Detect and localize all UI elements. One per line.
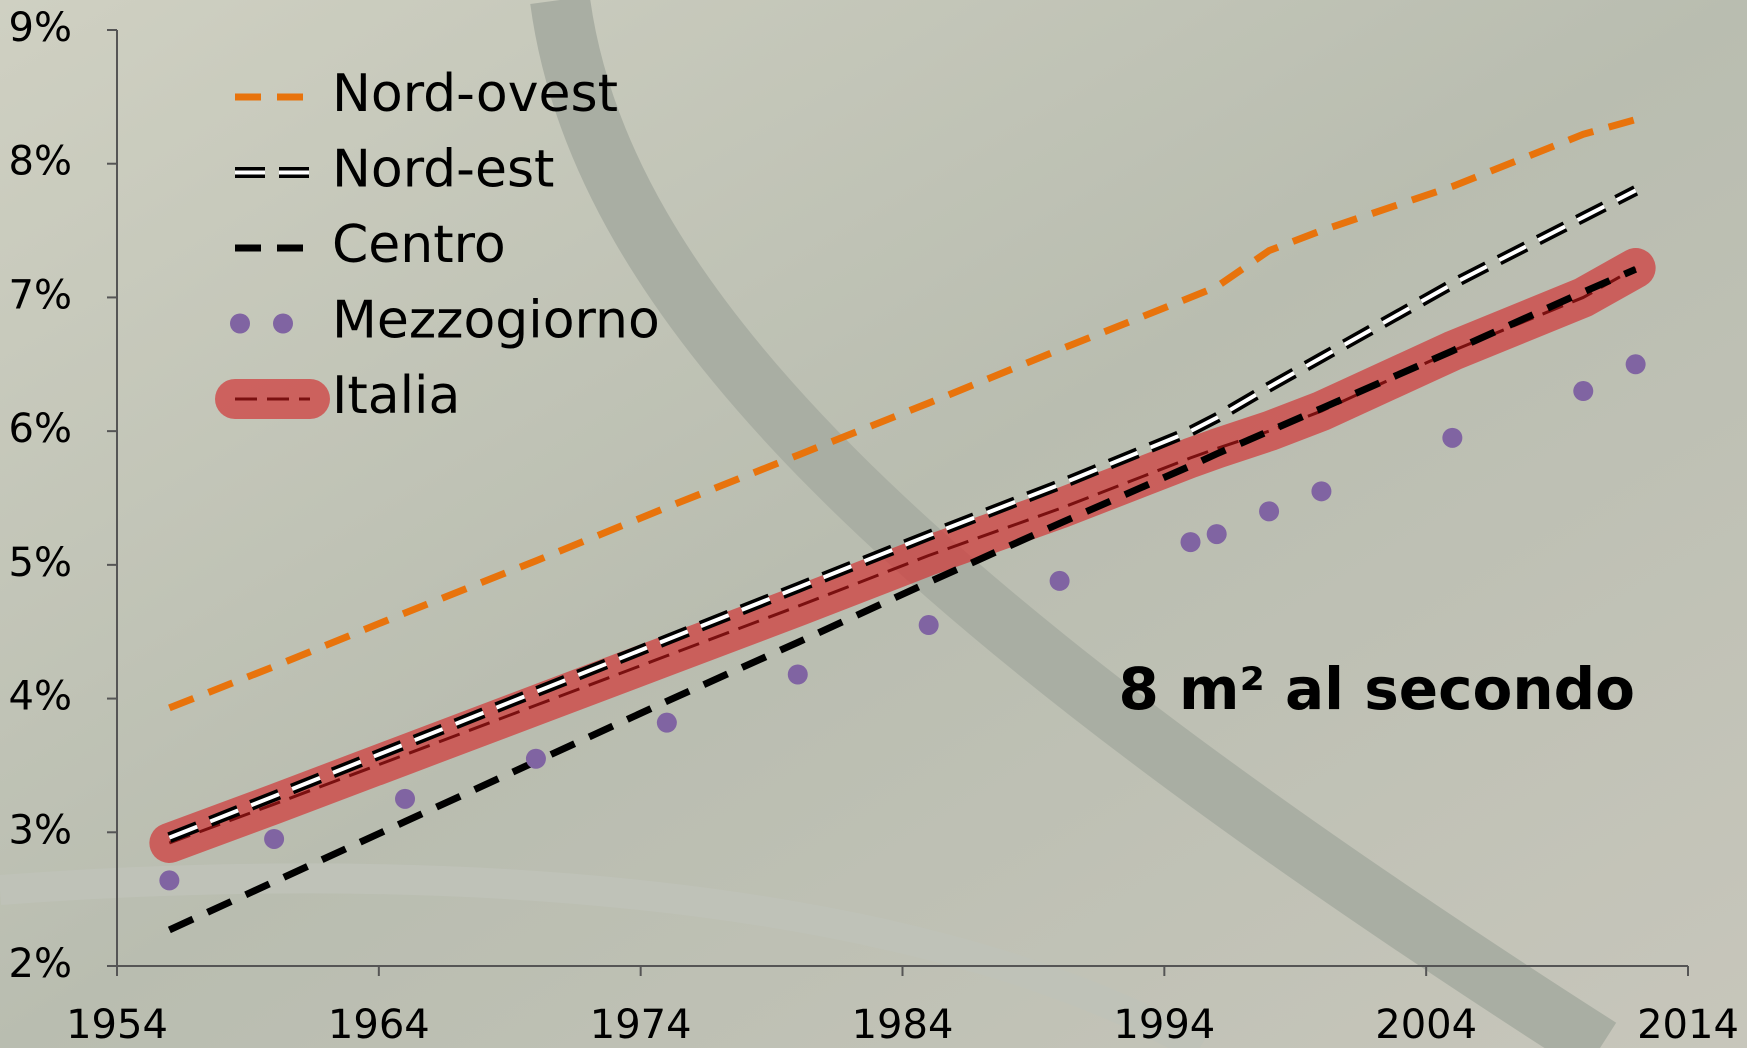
y-tick-label: 3% (9, 807, 72, 853)
legend-label: Italia (332, 366, 460, 426)
data-point (788, 665, 808, 685)
legend-label: Nord-est (332, 140, 554, 200)
legend-symbol (230, 314, 250, 334)
legend-label: Centro (332, 215, 506, 275)
data-point (1259, 501, 1279, 521)
data-point (919, 615, 939, 635)
y-tick-label: 8% (9, 139, 72, 185)
legend-label: Nord-ovest (332, 64, 618, 124)
data-point (1442, 428, 1462, 448)
chart: 8 m² al secondo 2% 3% 4% 5% 6% 7% 8% 9% 1954 1964… (0, 0, 1747, 1048)
data-point (1050, 571, 1070, 591)
page: 8 m² al secondo 2% 3% 4% 5% 6% 7% 8% 9% 1954 1964… (0, 0, 1747, 1048)
y-tick-label: 5% (9, 540, 72, 586)
y-tick-label: 6% (9, 406, 72, 452)
x-tick-label: 1984 (852, 1002, 954, 1048)
x-tick-label: 1954 (66, 1002, 168, 1048)
data-point (1181, 532, 1201, 552)
x-tick-label: 2004 (1375, 1002, 1477, 1048)
data-point (159, 870, 179, 890)
y-tick-label: 4% (9, 674, 72, 720)
x-tick-label: 2014 (1637, 1002, 1739, 1048)
x-tick-label: 1994 (1113, 1002, 1215, 1048)
data-point (526, 749, 546, 769)
annotation: 8 m² al secondo (1118, 655, 1635, 723)
y-tick-label: 9% (9, 5, 72, 51)
x-tick-label: 1964 (328, 1002, 430, 1048)
data-point (395, 789, 415, 809)
data-point (1573, 381, 1593, 401)
y-tick-label: 7% (9, 272, 72, 318)
data-point (1626, 354, 1646, 374)
x-tick-label: 1974 (590, 1002, 692, 1048)
data-point (264, 829, 284, 849)
data-point (1311, 481, 1331, 501)
data-point (1207, 524, 1227, 544)
y-tick-label: 2% (9, 941, 72, 987)
legend-label: Mezzogiorno (332, 291, 660, 351)
data-point (657, 713, 677, 733)
legend-symbol (273, 314, 293, 334)
